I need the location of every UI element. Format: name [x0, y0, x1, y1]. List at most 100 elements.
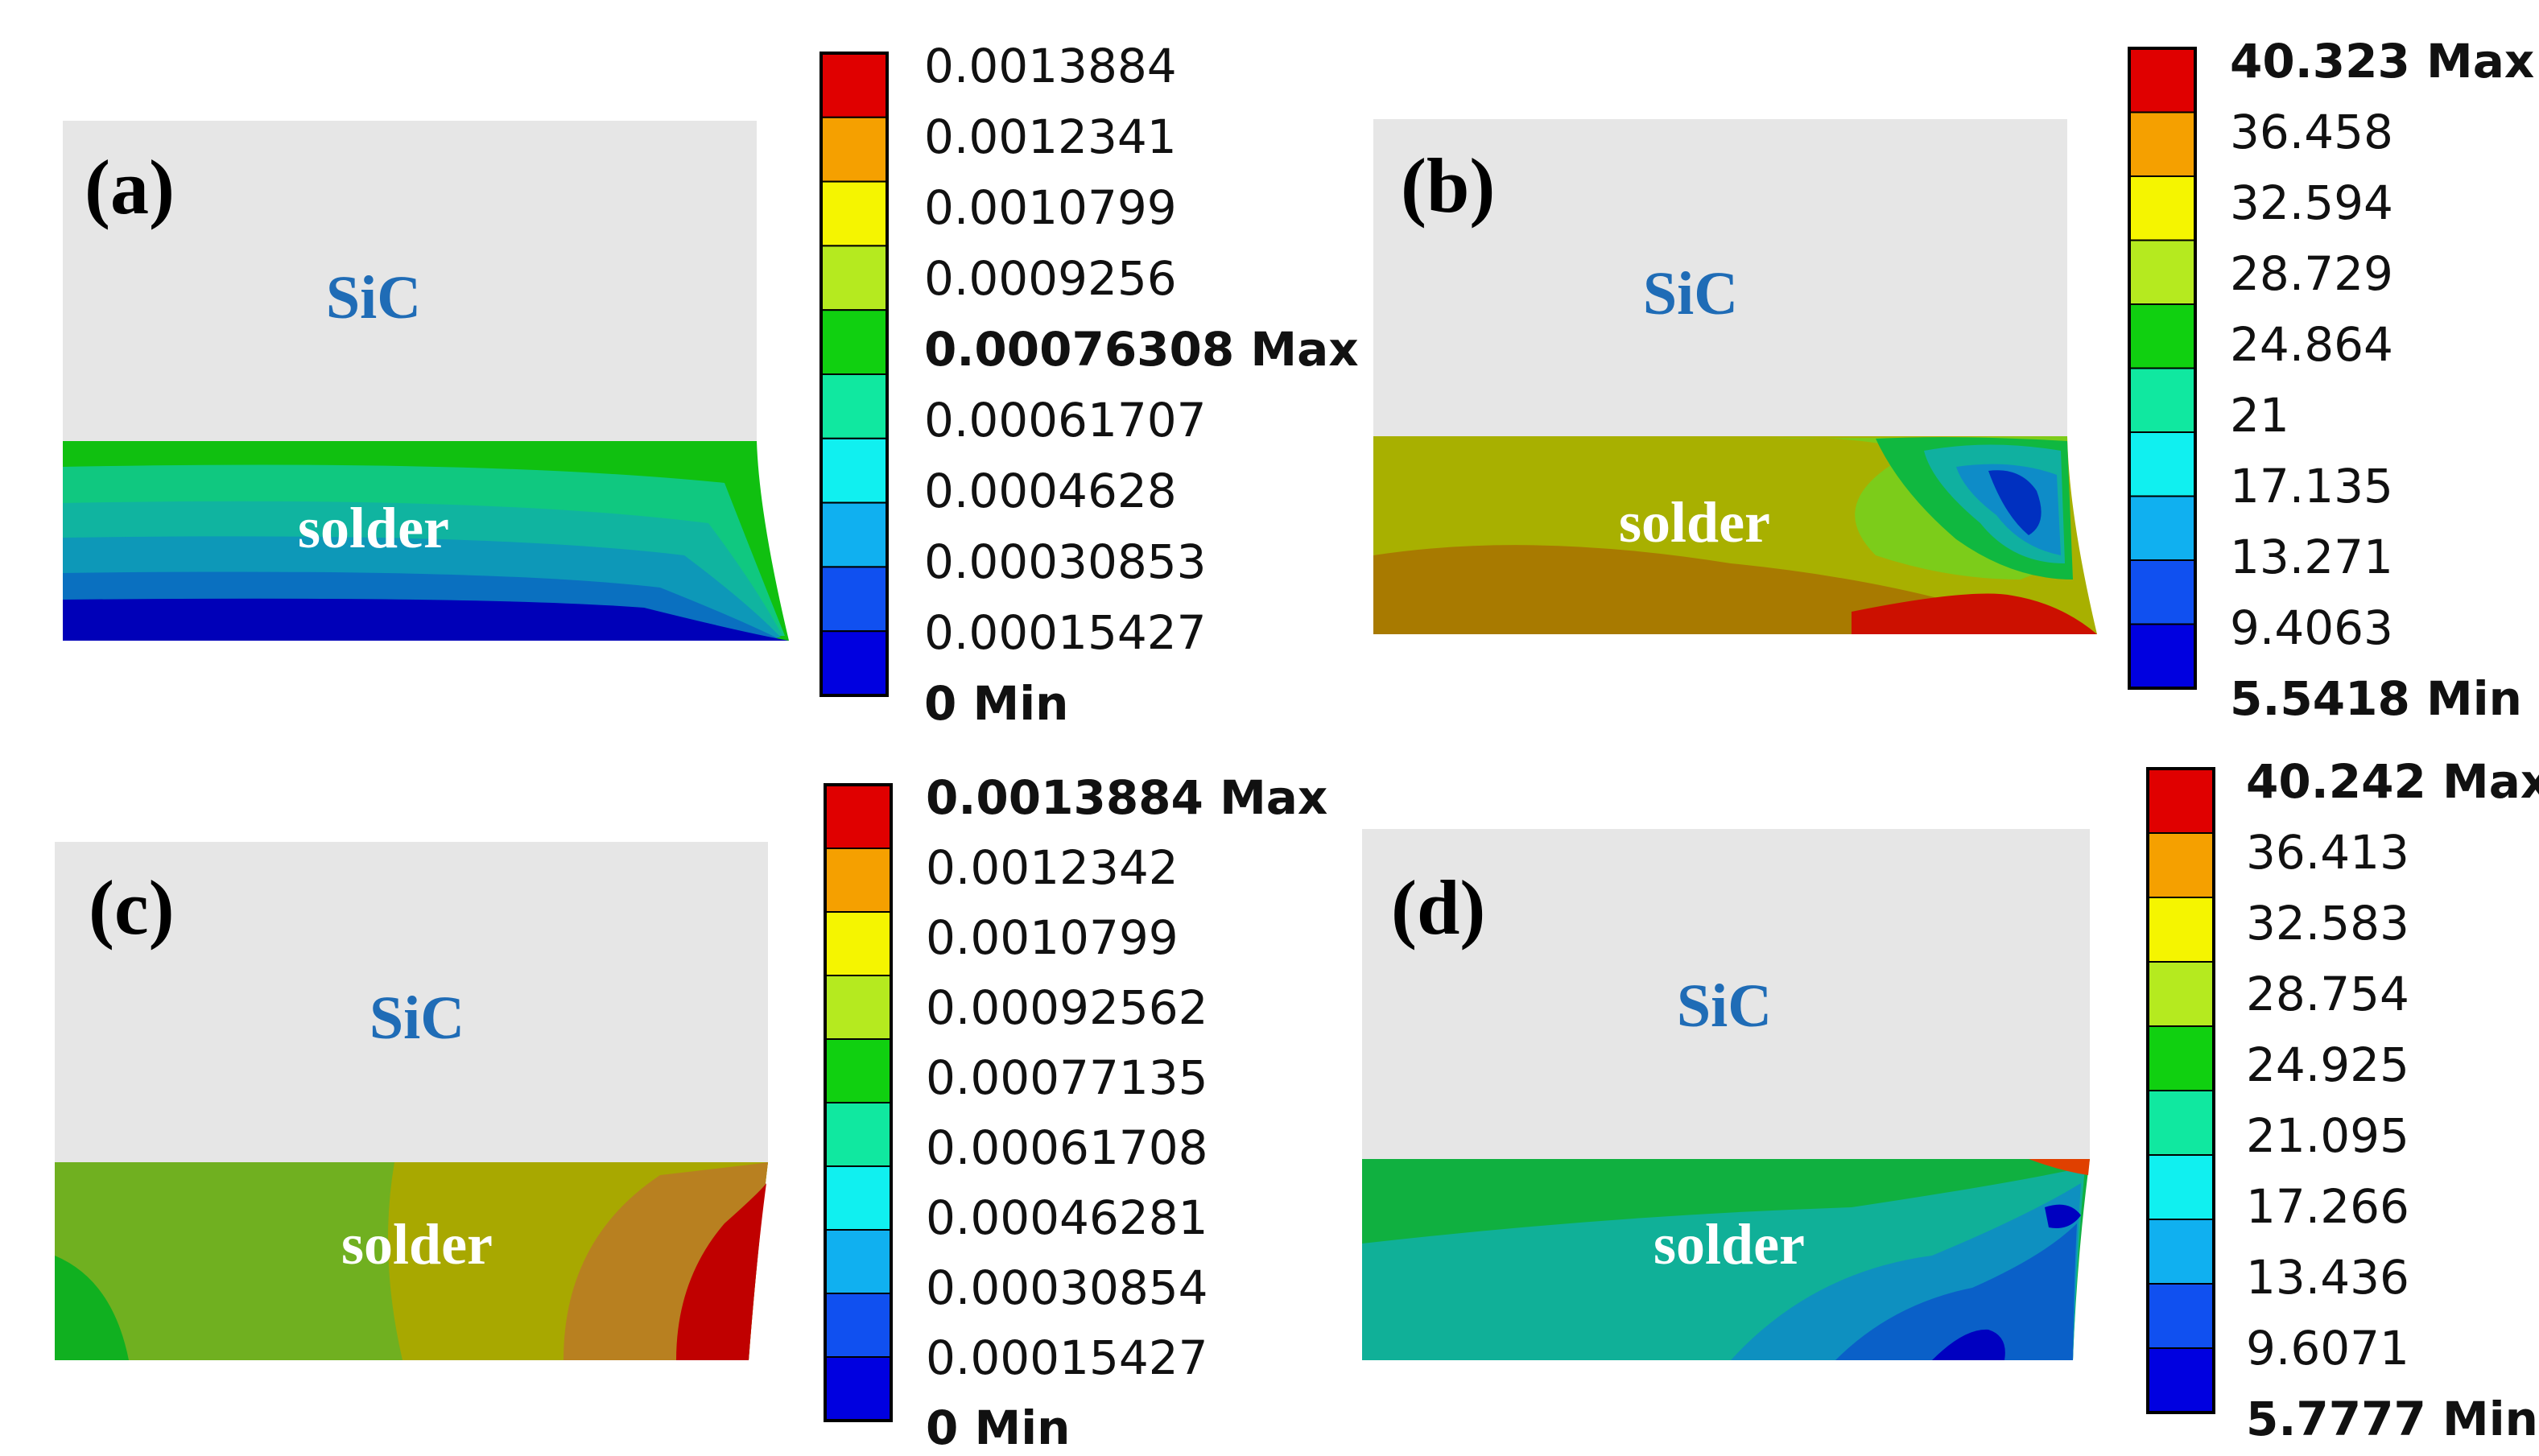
legend-tick-label: 0.00076308 Max [924, 322, 1359, 377]
solder-contour-b [1373, 436, 2097, 634]
legend-tick-label: 40.242 Max [2246, 754, 2539, 809]
legend-frame [819, 52, 889, 697]
panel-label-a: (a) [85, 144, 175, 230]
legend-frame [824, 783, 893, 1422]
sic-label-c: SiC [369, 984, 464, 1052]
legend-tick-label: 0.00046281 [926, 1190, 1208, 1245]
panel-label-d: (d) [1391, 864, 1485, 951]
legend-tick-label: 9.6071 [2246, 1321, 2409, 1376]
legend-band [2147, 897, 2215, 963]
legend-band [2128, 175, 2196, 241]
legend-band [820, 52, 888, 118]
solder-label-a: solder [298, 496, 449, 560]
solder-label-b: solder [1619, 490, 1770, 555]
legend-band [2147, 1347, 2215, 1413]
solder-contour-d [1362, 1159, 2090, 1360]
legend-tick-label: 5.5418 Min [2230, 671, 2522, 726]
legend-tick-label: 0 Min [926, 1400, 1070, 1455]
legend-band [820, 566, 888, 633]
legend-band [820, 116, 888, 183]
color-legend-c: 0.0013884 Max 0.0012342 0.0010799 0.0009256… [824, 770, 1327, 1455]
legend-tick-label: 13.436 [2246, 1250, 2409, 1305]
legend-tick-label: 0.00015427 [924, 605, 1207, 660]
legend-band [2128, 495, 2196, 561]
panel-a: (a) SiC solder 0.0013884 0.0012341 0.00107… [63, 39, 1359, 731]
legend-band [824, 848, 892, 913]
legend-tick-label: 0.00077135 [926, 1050, 1208, 1105]
sic-block-a [63, 121, 757, 441]
legend-tick-label: 28.754 [2246, 967, 2409, 1021]
panel-c: (c) SiC solder 0.0013884 Max0.00123420.0… [55, 770, 1327, 1455]
legend-band [824, 1229, 892, 1294]
sic-label-a: SiC [326, 264, 421, 332]
legend-tick-label: 0.00092562 [926, 980, 1208, 1035]
sic-block-c [55, 842, 768, 1162]
legend-tick-label: 0.0012341 [924, 109, 1177, 164]
legend-band [820, 630, 888, 697]
legend-tick-label: 36.458 [2230, 105, 2393, 159]
solder-contour-c [55, 1162, 768, 1360]
legend-tick-label: 0.00030853 [924, 534, 1207, 589]
legend-tick-label: 0.00015427 [926, 1330, 1208, 1385]
legend-tick-label: 0.0013884 Max [926, 770, 1327, 825]
legend-band [2128, 303, 2196, 369]
legend-tick-label: 0.0012342 [926, 840, 1179, 895]
legend-tick-label: 0.0013884 [924, 39, 1177, 93]
legend-tick-label: 0.0010799 [926, 910, 1179, 965]
legend-tick-label: 32.594 [2230, 175, 2393, 230]
legend-tick-label: 40.323 Max [2230, 34, 2534, 89]
legend-tick-label: 0 Min [924, 676, 1068, 731]
legend-band [2128, 47, 2196, 113]
legend-band [2128, 367, 2196, 433]
legend-tick-label: 0.00061707 [924, 393, 1207, 448]
legend-tick-label: 0.00061708 [926, 1120, 1208, 1175]
solder-label-c: solder [341, 1212, 493, 1277]
legend-band [824, 975, 892, 1040]
legend-band [824, 911, 892, 976]
color-legend-a: 0.0013884 0.0012341 0.0010799 0.0009256 0.00… [819, 39, 1359, 731]
legend-band [2147, 1283, 2215, 1349]
color-legend-d: 40.242 Max 36.413 32.583 28.754 24.925 21.095… [2146, 754, 2539, 1446]
legend-band [820, 309, 888, 376]
legend-band [2147, 1025, 2215, 1091]
legend-band [2128, 111, 2196, 177]
legend-tick-label: 21 [2230, 388, 2289, 443]
legend-tick-label: 9.4063 [2230, 600, 2393, 655]
legend-band [824, 1102, 892, 1167]
legend-band [2147, 1090, 2215, 1156]
legend-tick-label: 17.266 [2246, 1179, 2409, 1234]
sic-label-b: SiC [1643, 260, 1738, 328]
legend-tick-label: 21.095 [2246, 1108, 2409, 1163]
panel-b: (b) SiC solder 40.323 Max 36.458 32.594 28.… [1373, 34, 2534, 726]
legend-tick-label: 36.413 [2246, 825, 2409, 880]
legend-band [2128, 559, 2196, 625]
legend-tick-label: 13.271 [2230, 530, 2393, 584]
legend-tick-label: 0.0009256 [924, 251, 1177, 306]
legend-frame [2128, 47, 2197, 690]
sic-label-d: SiC [1677, 972, 1772, 1040]
legend-tick-label: 5.7777 Min [2246, 1392, 2538, 1446]
legend-band [824, 1356, 892, 1421]
legend-band [2147, 832, 2215, 898]
legend-tick-label: 0.0004628 [924, 464, 1177, 518]
sic-block-d [1362, 829, 2090, 1159]
legend-band [820, 245, 888, 311]
legend-tick-label: 17.135 [2230, 459, 2393, 514]
legend-tick-label: 32.583 [2246, 896, 2409, 951]
legend-band [2147, 768, 2215, 834]
legend-tick-label: 24.864 [2230, 317, 2393, 372]
solder-contour-a [63, 441, 789, 641]
sic-block-b [1373, 119, 2067, 436]
legend-tick-label: 0.00030854 [926, 1260, 1208, 1315]
legend-band [820, 437, 888, 504]
solder-label-d: solder [1653, 1212, 1805, 1277]
legend-band [820, 180, 888, 247]
panel-label-c: (c) [89, 864, 175, 951]
color-legend-b: 40.323 Max 36.458 32.594 28.729 24.864 21 17.1… [2128, 34, 2534, 726]
legend-band [824, 1038, 892, 1103]
legend-band [820, 501, 888, 568]
legend-band [824, 1165, 892, 1231]
panel-label-b: (b) [1401, 142, 1495, 229]
